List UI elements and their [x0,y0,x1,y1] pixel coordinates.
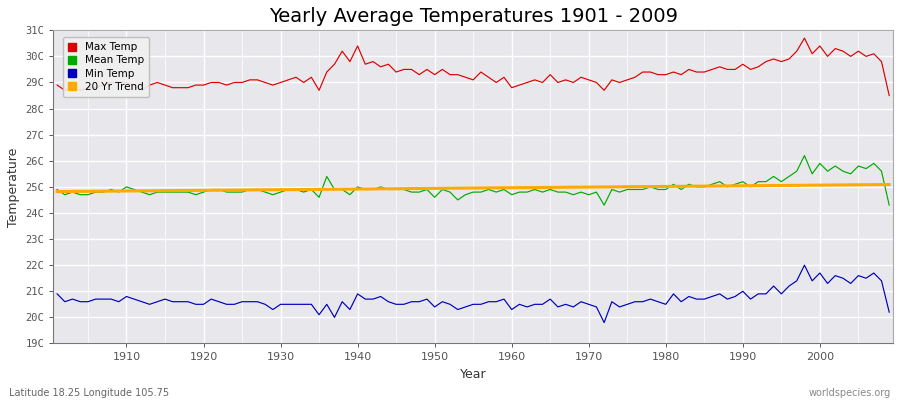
Y-axis label: Temperature: Temperature [7,147,20,226]
Text: Latitude 18.25 Longitude 105.75: Latitude 18.25 Longitude 105.75 [9,388,169,398]
Legend: Max Temp, Mean Temp, Min Temp, 20 Yr Trend: Max Temp, Mean Temp, Min Temp, 20 Yr Tre… [63,37,148,97]
Title: Yearly Average Temperatures 1901 - 2009: Yearly Average Temperatures 1901 - 2009 [269,7,678,26]
Text: worldspecies.org: worldspecies.org [809,388,891,398]
X-axis label: Year: Year [460,368,487,381]
